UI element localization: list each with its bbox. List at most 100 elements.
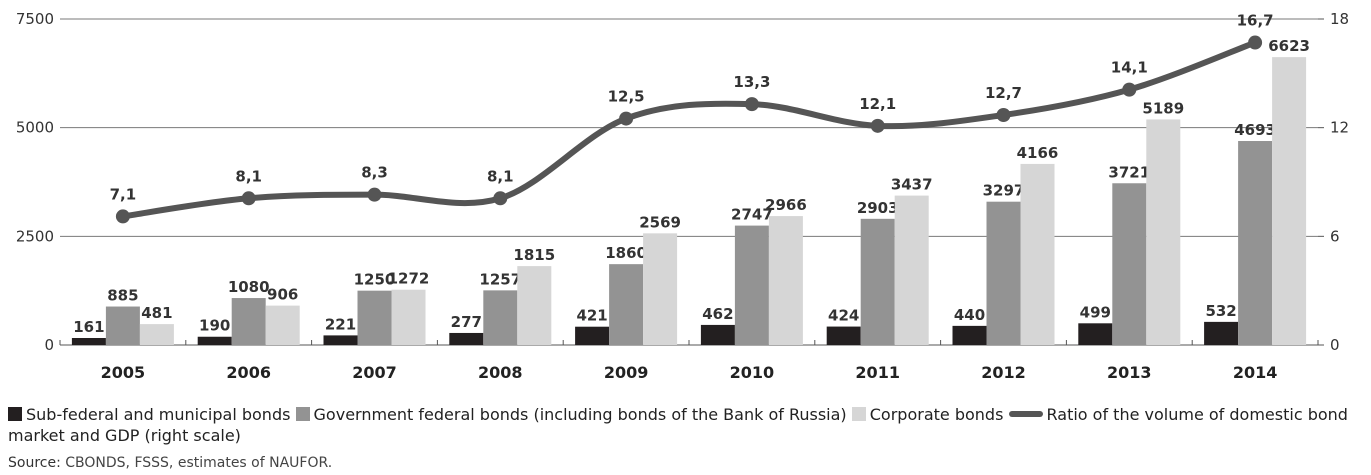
legend-label-ratio: Ratio of the volume of domestic bond mar… [8, 405, 1348, 445]
y-left-tick-0: 0 [44, 336, 54, 354]
legend-swatch-ratio [1008, 411, 1043, 417]
bar-0-2006 [197, 336, 232, 345]
bar-label-0-2007: 221 [325, 315, 356, 333]
ratio-label-2012: 12,7 [985, 84, 1022, 102]
bar-label-2-2008: 1815 [513, 246, 555, 264]
bar-0-2007 [323, 335, 358, 345]
bar-1-2010 [734, 225, 769, 345]
bar-0-2012 [952, 325, 987, 345]
ratio-point-2010 [744, 97, 759, 112]
ratio-point-2011 [870, 118, 885, 133]
bar-label-2-2011: 3437 [891, 176, 933, 194]
y-right-tick-0: 0 [1330, 336, 1340, 354]
ratio-line [119, 39, 1259, 220]
bar-2-2011 [894, 195, 929, 345]
x-label-2008: 2008 [478, 363, 523, 382]
ratio-point-2009 [619, 111, 634, 126]
bar-label-1-2008: 1257 [479, 270, 521, 288]
x-label-2010: 2010 [730, 363, 775, 382]
legend-label-corporate: Corporate bonds [869, 405, 1004, 424]
y-left-tick-5000: 5000 [16, 119, 54, 137]
bar-label-1-2005: 885 [107, 287, 138, 305]
bar-label-0-2012: 440 [954, 306, 985, 324]
source-prefix: Source: [8, 455, 61, 471]
bar-1-2013 [1112, 183, 1147, 345]
bar-label-0-2013: 499 [1080, 303, 1111, 321]
bar-1-2007 [357, 290, 392, 345]
bar-1-2006 [231, 298, 266, 345]
bar-0-2005 [71, 338, 106, 345]
bar-2-2009 [643, 233, 678, 345]
y-right-tick-6: 6 [1330, 227, 1340, 245]
ratio-point-2012 [996, 107, 1011, 122]
y-left-tick-2500: 2500 [16, 227, 54, 245]
legend-item-subfederal: Sub-federal and municipal bonds [8, 405, 290, 424]
x-label-2006: 2006 [226, 363, 271, 382]
ratio-label-2010: 13,3 [733, 73, 770, 91]
bar-label-0-2009: 421 [576, 307, 607, 325]
legend-label-subfederal: Sub-federal and municipal bonds [26, 405, 291, 424]
legend-swatch-subfederal [8, 407, 22, 421]
bar-label-0-2014: 532 [1205, 302, 1236, 320]
bar-label-0-2011: 424 [828, 307, 859, 325]
ratio-label-2008: 8,1 [487, 167, 514, 185]
bar-0-2009 [575, 326, 610, 345]
ratio-label-2009: 12,5 [608, 88, 645, 106]
bar-2-2010 [768, 216, 803, 345]
ratio-label-2007: 8,3 [361, 164, 388, 182]
bar-label-2-2012: 4166 [1017, 144, 1059, 162]
y-right-tick-12: 12 [1330, 119, 1349, 137]
bar-label-0-2010: 462 [702, 305, 733, 323]
ratio-label-2006: 8,1 [235, 167, 262, 185]
bar-2-2014 [1272, 57, 1307, 345]
source-text: CBONDS, FSSS, estimates of NAUFOR. [65, 455, 333, 471]
bar-1-2005 [105, 306, 140, 345]
legend: Sub-federal and municipal bonds Governme… [8, 404, 1368, 446]
bar-label-2-2007: 1272 [388, 270, 430, 288]
bar-label-0-2005: 161 [73, 318, 104, 336]
bar-label-2-2006: 906 [267, 286, 298, 304]
bar-1-2008 [483, 290, 518, 345]
bar-0-2013 [1078, 323, 1113, 345]
ratio-label-2013: 14,1 [1111, 59, 1148, 77]
ratio-label-2014: 16,7 [1237, 12, 1274, 30]
x-label-2012: 2012 [981, 363, 1026, 382]
bar-label-1-2009: 1860 [605, 244, 647, 262]
bar-label-2-2014: 6623 [1268, 37, 1310, 55]
bar-1-2011 [860, 218, 895, 345]
ratio-label-2005: 7,1 [110, 185, 137, 203]
x-label-2011: 2011 [855, 363, 900, 382]
bar-1-2014 [1238, 141, 1273, 345]
x-label-2005: 2005 [101, 363, 146, 382]
bar-0-2010 [700, 324, 735, 345]
bar-label-1-2013: 3721 [1108, 163, 1150, 181]
bar-label-2-2013: 5189 [1142, 99, 1184, 117]
bar-label-1-2010: 2747 [731, 206, 773, 224]
bar-1-2009 [609, 264, 644, 345]
ratio-label-2011: 12,1 [859, 95, 896, 113]
bar-label-1-2011: 2903 [857, 199, 899, 217]
legend-swatch-corporate [851, 407, 866, 421]
bar-label-2-2010: 2966 [765, 196, 807, 214]
x-label-2013: 2013 [1107, 363, 1152, 382]
legend-item-corporate: Corporate bonds [851, 405, 1004, 424]
ratio-point-2006 [241, 191, 256, 206]
legend-swatch-government [295, 407, 310, 421]
y-right-tick-18: 18 [1330, 10, 1349, 28]
bond-market-chart: 0 2500 5000 7500 0 6 12 18 2005 2006 2007 2008 2009 2… [16, 10, 1349, 382]
bar-label-2-2005: 481 [141, 304, 172, 322]
bar-2-2012 [1020, 163, 1055, 345]
bar-label-0-2006: 190 [199, 317, 230, 335]
y-left-tick-7500: 7500 [16, 10, 54, 28]
bar-2-2006 [265, 305, 300, 345]
legend-item-ratio: Ratio of the volume of domestic bond mar… [8, 405, 1348, 445]
bar-label-1-2014: 4693 [1234, 121, 1276, 139]
ratio-point-2008 [493, 191, 508, 206]
bar-1-2012 [986, 201, 1021, 345]
bar-0-2014 [1204, 321, 1239, 345]
bar-label-1-2012: 3297 [983, 182, 1025, 200]
legend-item-government: Government federal bonds (including bond… [295, 405, 847, 424]
ratio-point-2007 [367, 187, 382, 202]
source-note: Source: CBONDS, FSSS, estimates of NAUFO… [8, 455, 332, 471]
bar-2-2013 [1146, 119, 1181, 345]
